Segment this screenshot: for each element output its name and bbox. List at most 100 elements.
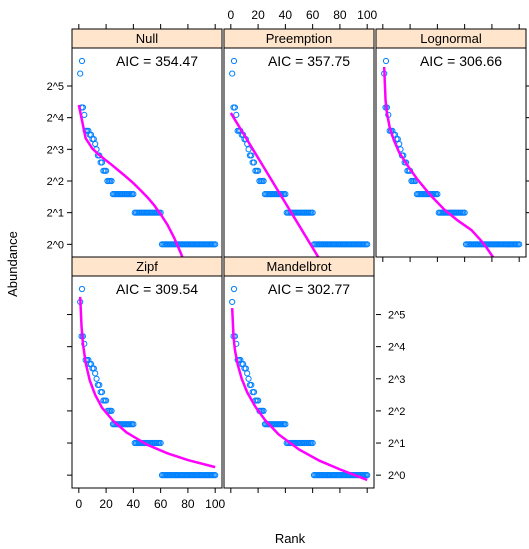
y-tick-label: 2^0 (388, 470, 405, 482)
data-point (212, 472, 219, 479)
points-zipf (77, 298, 219, 479)
x-axis-title: Rank (275, 531, 306, 546)
fit-curve-zipf (78, 296, 216, 469)
y-tick-label: 2^4 (47, 113, 64, 125)
y-axis-title: Abundance (5, 231, 20, 297)
x-tick-label: 20 (251, 8, 265, 22)
x-axis-top-col3 (382, 24, 520, 29)
data-point (229, 70, 236, 77)
data-point (260, 177, 267, 185)
y-tick-label: 2^2 (388, 406, 405, 418)
data-point (96, 381, 103, 389)
data-point (130, 191, 137, 198)
data-point (461, 209, 468, 216)
x-tick-label: 80 (181, 497, 195, 511)
data-point (248, 381, 255, 389)
data-point (282, 421, 289, 428)
data-point (157, 439, 164, 447)
data-point (77, 70, 84, 77)
data-point (233, 111, 240, 119)
panel-area-zipf (77, 296, 219, 479)
y-tick-label: 2^1 (47, 208, 64, 220)
aic-label-null: AIC = 354.47 (116, 53, 198, 69)
panel-border-lognormal (375, 47, 527, 258)
panel-zipf: Zipf AIC = 309.54 (71, 256, 223, 489)
aic-key-symbol (78, 285, 86, 293)
data-point (93, 375, 100, 382)
fit-curve-preemption (229, 112, 320, 257)
x-tick-label: 0 (75, 497, 82, 511)
data-point (245, 375, 252, 382)
strip-label-mandelbrot: Mandelbrot (266, 259, 331, 274)
data-point (260, 407, 267, 415)
panel-area-mandelbrot (229, 298, 371, 482)
y-tick-label: 2^0 (47, 239, 64, 251)
panels-layer: Null AIC = 354.47 Preemption AIC = 357.75 Lo… (71, 28, 527, 489)
x-axis-bottom-col2 (230, 488, 368, 493)
panel-null: Null AIC = 354.47 (71, 28, 223, 258)
strip-label-preemption: Preemption (266, 31, 332, 46)
x-tick-label: 100 (357, 8, 377, 22)
data-point (309, 439, 316, 447)
data-point (98, 389, 106, 396)
y-axis-right-row2: 2^0 2^1 2^2 2^3 2^4 2^5 (376, 310, 405, 482)
strip-label-null: Null (136, 31, 159, 46)
x-tick-label: 60 (154, 497, 168, 511)
panel-area-null (77, 70, 219, 257)
y-tick-label: 2^5 (47, 81, 64, 93)
aic-key-symbol (382, 57, 390, 65)
x-tick-label: 20 (99, 497, 113, 511)
y-tick-label: 2^1 (388, 438, 405, 450)
panel-mandelbrot: Mandelbrot AIC = 302.77 (223, 256, 375, 489)
panel-border-null (71, 47, 223, 258)
x-axis-top-col2: 0 20 40 60 80 100 (227, 8, 378, 29)
y-tick-label: 2^3 (47, 144, 64, 156)
data-point (250, 159, 258, 166)
aic-key-symbol (230, 285, 238, 293)
y-axis-left-row2 (67, 314, 72, 476)
data-point (245, 146, 252, 153)
panel-border-mandelbrot (223, 275, 375, 489)
y-tick-label: 2^5 (388, 310, 405, 322)
y-tick-label: 2^3 (388, 374, 405, 386)
y-tick-label: 2^4 (388, 342, 405, 354)
x-axis-bottom-col1: 0 20 40 60 80 100 (75, 488, 226, 511)
points-null (77, 70, 219, 248)
aic-label-zipf: AIC = 309.54 (116, 281, 198, 297)
data-point (102, 397, 110, 404)
aic-key-symbol (78, 57, 86, 65)
x-tick-label: 100 (205, 497, 225, 511)
data-point (250, 389, 258, 396)
data-point (231, 104, 239, 111)
data-point (364, 472, 371, 479)
x-tick-label: 60 (306, 8, 320, 22)
data-point (108, 177, 115, 185)
points-preemption (229, 70, 371, 248)
strip-label-lognormal: Lognormal (420, 31, 482, 46)
data-point (92, 140, 99, 148)
strip-label-zipf: Zipf (136, 259, 158, 274)
data-point (516, 241, 523, 248)
x-tick-label: 80 (333, 8, 347, 22)
data-point (434, 191, 441, 198)
aic-label-lognormal: AIC = 306.66 (420, 53, 502, 69)
data-point (98, 159, 106, 166)
data-point (254, 397, 262, 404)
data-point (96, 152, 103, 159)
data-point (212, 241, 219, 248)
panel-lognormal: Lognormal AIC = 306.66 (375, 28, 527, 258)
data-point (108, 407, 115, 415)
data-point (92, 370, 99, 377)
data-point (130, 421, 137, 428)
data-point (248, 152, 255, 159)
fit-curve-lognormal (382, 66, 495, 257)
x-axis-top-col1 (78, 24, 216, 29)
data-point (309, 209, 316, 216)
panel-preemption: Preemption AIC = 357.75 (223, 28, 375, 258)
panel-border-zipf (71, 275, 223, 489)
aic-label-mandelbrot: AIC = 302.77 (268, 281, 350, 297)
data-point (254, 167, 262, 174)
y-axis-left-row1: 2^0 2^1 2^2 2^3 2^4 2^5 (47, 81, 72, 251)
